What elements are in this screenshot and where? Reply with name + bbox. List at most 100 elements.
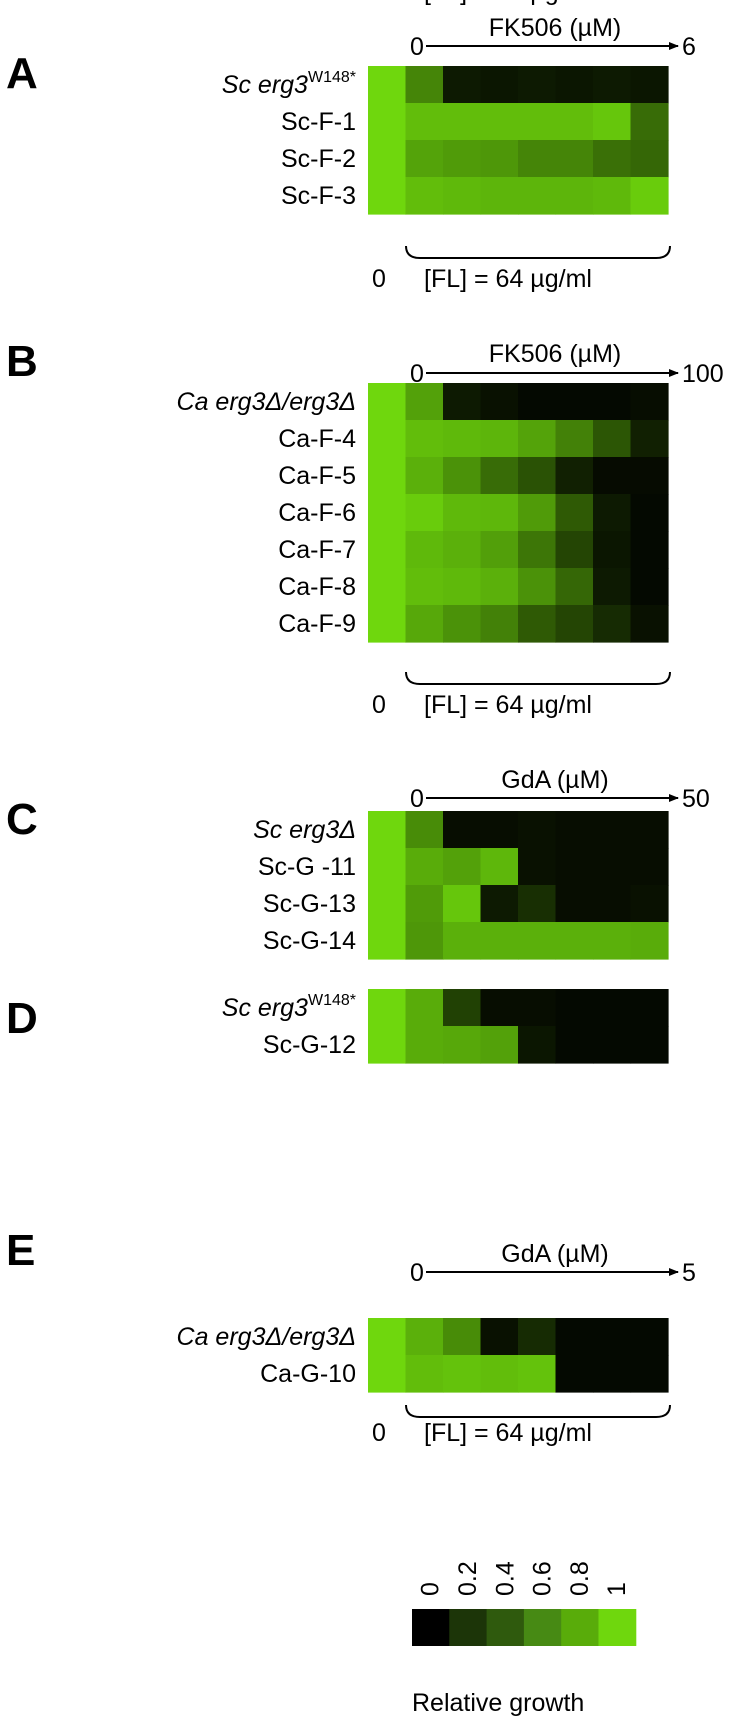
row-label: Ca-G-10: [260, 1360, 356, 1388]
heatmap-cell: [368, 103, 407, 141]
heatmap-cell: [443, 605, 482, 643]
heatmap-cell: [555, 420, 594, 458]
row-label-main: Sc-G -11: [258, 853, 356, 881]
heatmap-cell: [405, 811, 444, 849]
header-title: FK506 (µM): [489, 14, 621, 42]
heatmap-cell: [630, 922, 669, 960]
fl-concentration-label: [FL] = 64 µg/ml: [424, 0, 592, 6]
fl-zero-label: 0: [372, 1419, 386, 1447]
row-label-main: Sc erg3Δ: [253, 816, 356, 844]
heatmap-cell: [593, 457, 632, 495]
heatmap-cell: [405, 103, 444, 141]
panel-letter-C: C: [6, 795, 38, 844]
heatmap-cell: [480, 989, 519, 1027]
heatmap-cell: [443, 140, 482, 178]
heatmap-cell: [593, 420, 632, 458]
heatmap-cell: [593, 848, 632, 886]
heatmap-cell: [443, 1355, 482, 1393]
heatmap-cell: [368, 605, 407, 643]
heatmap-cell: [593, 1026, 632, 1064]
row-label: Ca-F-5: [278, 462, 356, 490]
heatmap-cell: [480, 494, 519, 532]
heatmap-cell: [405, 494, 444, 532]
heatmap-cell: [405, 140, 444, 178]
heatmap-cell: [443, 66, 482, 104]
gradient-start-label: 0: [410, 1259, 424, 1287]
legend-tick-label: 0.2: [454, 1561, 482, 1596]
panel-letter-D: D: [6, 994, 38, 1043]
heatmap-cell: [593, 140, 632, 178]
row-label-superscript: W148*: [308, 992, 356, 1009]
heatmap-cell: [518, 103, 557, 141]
gradient-end-label: 100: [682, 360, 724, 388]
heatmap-cell: [443, 848, 482, 886]
row-label-main: Sc-F-1: [281, 108, 356, 136]
heatmap-cell: [593, 66, 632, 104]
fl-zero-label: 0: [372, 0, 386, 6]
gradient-start-label: 0: [410, 33, 424, 61]
heatmap-cell: [630, 885, 669, 923]
heatmap-cell: [518, 568, 557, 606]
row-label: Ca erg3Δ/erg3Δ: [177, 1323, 356, 1351]
heatmap-cell: [368, 140, 407, 178]
heatmap-cell: [630, 494, 669, 532]
panel-letter-A: A: [6, 49, 38, 98]
heatmap-cell: [480, 420, 519, 458]
heatmap-cell: [630, 177, 669, 215]
heatmap-cell: [593, 531, 632, 569]
heatmap-cell: [518, 457, 557, 495]
heatmap-cell: [480, 1318, 519, 1356]
heatmap-cell: [555, 885, 594, 923]
heatmap-cell: [443, 103, 482, 141]
heatmap-cell: [630, 605, 669, 643]
heatmap-cell: [518, 1026, 557, 1064]
heatmap-cell: [555, 989, 594, 1027]
heatmap-cell: [518, 494, 557, 532]
heatmap-cell: [518, 811, 557, 849]
heatmap-cell: [555, 457, 594, 495]
heatmap-cell: [518, 848, 557, 886]
heatmap-cell: [593, 605, 632, 643]
heatmap-cell: [518, 140, 557, 178]
heatmap-cell: [443, 1318, 482, 1356]
concentration-brace: [405, 1404, 671, 1418]
heatmap-cell: [555, 177, 594, 215]
heatmap-cell: [443, 177, 482, 215]
heatmap-cell: [555, 383, 594, 421]
row-label: Ca-F-8: [278, 573, 356, 601]
heatmap-cell: [630, 848, 669, 886]
gradient-start-label: 0: [410, 360, 424, 388]
heatmap-cell: [443, 922, 482, 960]
heatmap-cell: [555, 531, 594, 569]
heatmap-cell: [405, 457, 444, 495]
heatmap-cell: [405, 66, 444, 104]
row-label-main: Ca-F-4: [278, 425, 356, 453]
fl-zero-label: 0: [372, 265, 386, 293]
concentration-brace: [405, 245, 671, 259]
row-label-main: Sc-G-14: [263, 927, 356, 955]
heatmap-cell: [555, 494, 594, 532]
heatmap-cell: [593, 1318, 632, 1356]
heatmap-cell: [443, 383, 482, 421]
heatmap-cell: [368, 1026, 407, 1064]
heatmap-cell: [480, 1026, 519, 1064]
legend-tick-label: 0.8: [566, 1561, 594, 1596]
heatmap-cell: [593, 177, 632, 215]
heatmap-cell: [518, 989, 557, 1027]
panel-letter-B: B: [6, 337, 38, 386]
heatmap-cell: [480, 605, 519, 643]
gradient-end-label: 6: [682, 33, 696, 61]
heatmap-cell: [480, 848, 519, 886]
row-label: Sc erg3W148*: [222, 992, 356, 1022]
heatmap-cell: [480, 383, 519, 421]
row-label-main: Sc-F-3: [281, 182, 356, 210]
heatmap-cell: [593, 989, 632, 1027]
heatmap-cell: [405, 989, 444, 1027]
legend-tick-label: 0.6: [529, 1561, 557, 1596]
fl-concentration-label: [FL] = 64 µg/ml: [424, 265, 592, 293]
heatmap-cell: [405, 922, 444, 960]
heatmap-cell: [443, 989, 482, 1027]
heatmap-cell: [518, 1318, 557, 1356]
heatmap-cell: [555, 605, 594, 643]
